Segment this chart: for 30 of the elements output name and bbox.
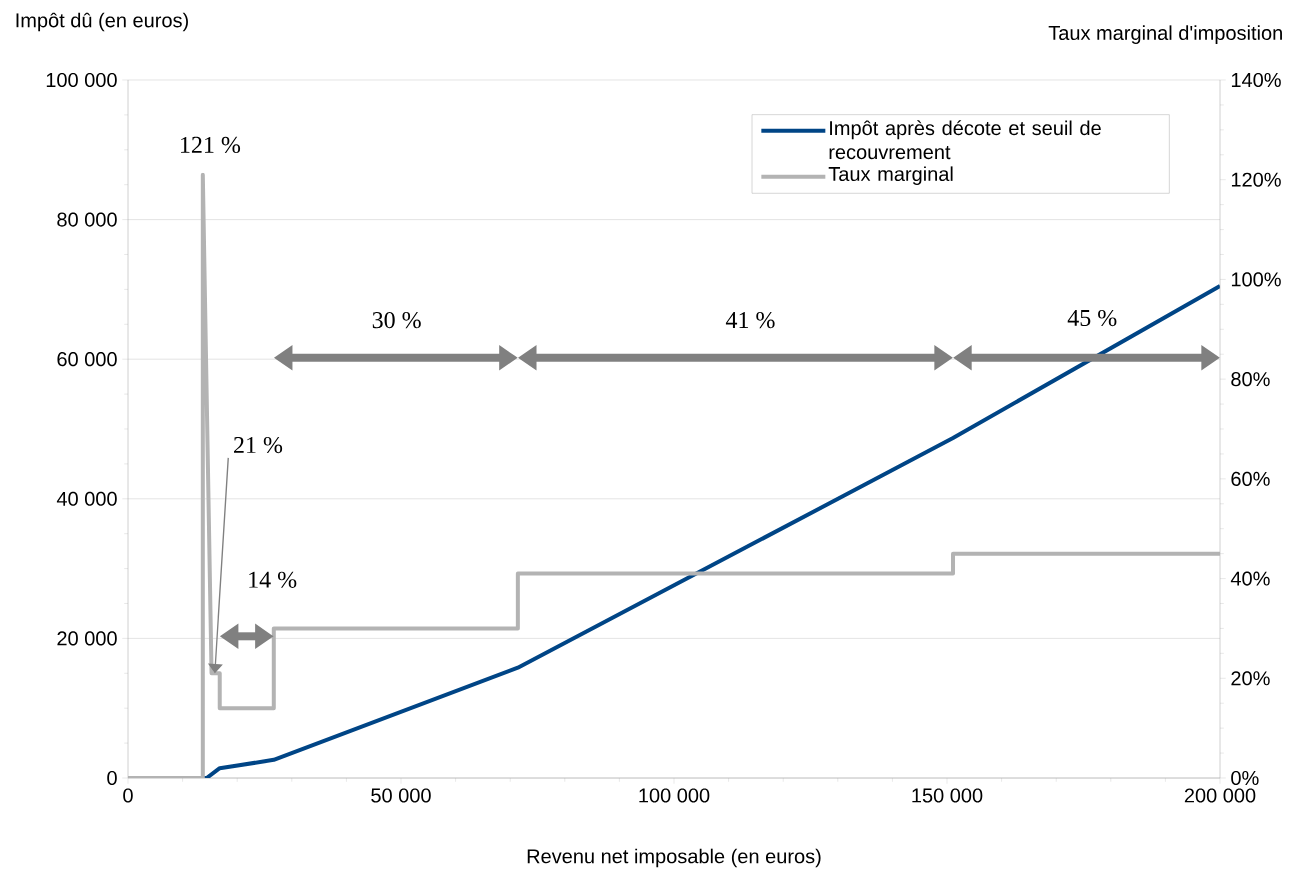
x-tick-label: 100 000 <box>639 788 710 803</box>
y2-tick-label: 100% <box>1231 272 1281 287</box>
y-tick-label: 100 000 <box>46 72 117 88</box>
x-tick-label: 150 000 <box>912 788 983 803</box>
x-tick-label: 0 <box>123 788 133 803</box>
y2-tick-label: 0% <box>1231 770 1259 786</box>
annotation: 45 % <box>1067 309 1117 327</box>
y-tick-label: 20 000 <box>57 631 117 646</box>
y2-tick-label: 40% <box>1230 571 1270 586</box>
y2-tick-label: 20% <box>1231 671 1270 686</box>
annotation: 41 % <box>725 311 775 329</box>
x-tick-label: 200 000 <box>1184 788 1256 803</box>
y2-tick-label: 80% <box>1231 372 1270 387</box>
annotation: 21 % <box>234 436 283 454</box>
y-tick-label: 60 000 <box>57 352 117 367</box>
annotation: 121 % <box>181 136 241 154</box>
y-tick-label: 80 000 <box>57 212 117 227</box>
y2-tick-label: 120% <box>1231 172 1281 187</box>
legend-label: Impôt après décote et seuil de recouvrement <box>829 120 1101 160</box>
annotation: 14 % <box>249 571 297 588</box>
y2-tick-label: 60% <box>1231 471 1270 486</box>
legend-label: Taux marginal <box>828 166 953 186</box>
annotation: 30 % <box>372 311 421 329</box>
y-axis-title: Impôt dû (en euros) <box>16 12 188 32</box>
y2-axis-title: Taux marginal d'imposition <box>1048 25 1282 44</box>
y-tick-label: 0 <box>107 770 117 786</box>
y2-tick-label: 140% <box>1231 72 1281 88</box>
x-tick-label: 50 000 <box>371 788 431 803</box>
y-tick-label: 40 000 <box>56 491 117 506</box>
x-axis-title: Revenu net imposable (en euros) <box>527 848 821 868</box>
